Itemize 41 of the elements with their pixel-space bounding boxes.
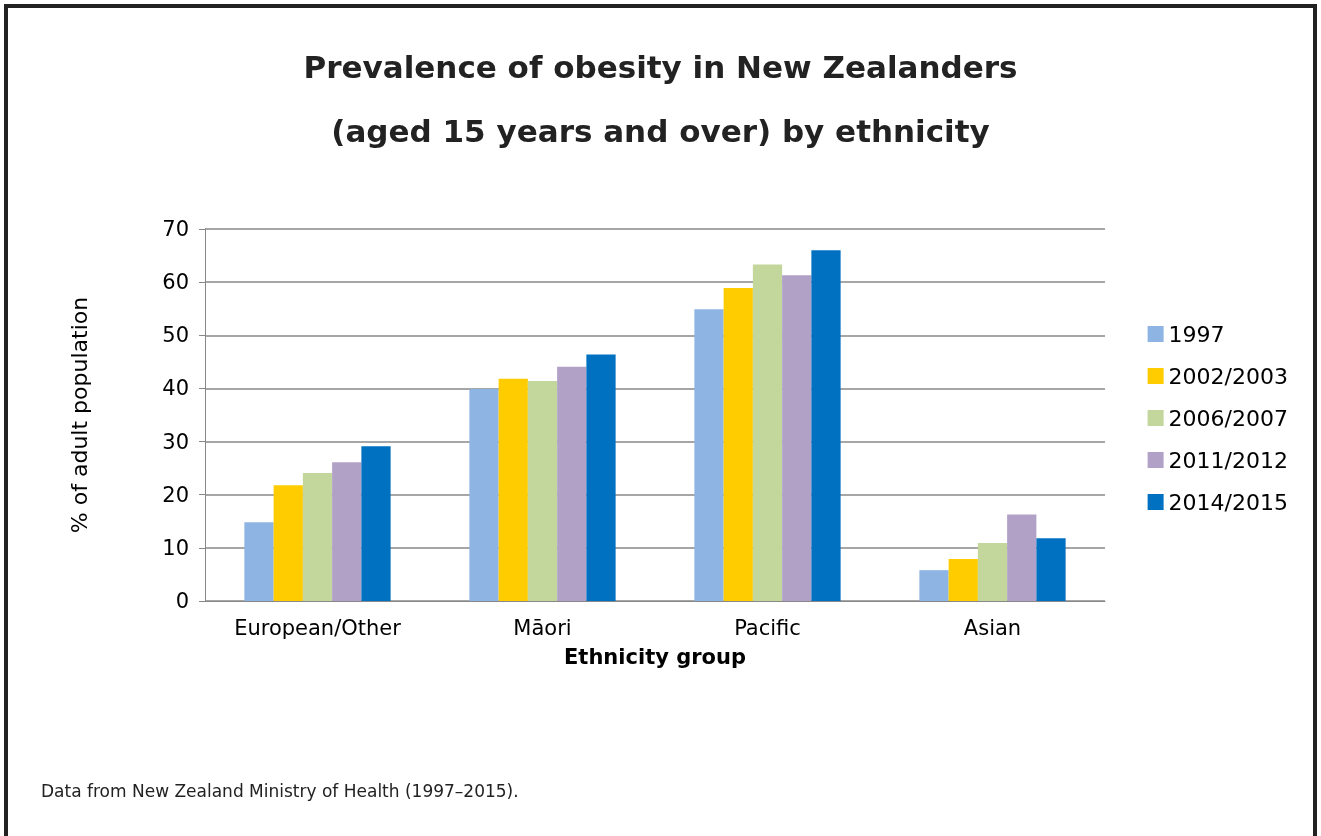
bar xyxy=(694,309,724,601)
y-tick-label: 70 xyxy=(162,217,189,241)
bar xyxy=(361,446,391,601)
y-tick-label: 50 xyxy=(162,323,189,348)
bar xyxy=(752,264,783,601)
bar xyxy=(332,462,362,601)
bar xyxy=(557,366,587,601)
x-tick-label: European/Other xyxy=(234,615,402,640)
bar xyxy=(273,485,303,601)
text: Data from New Zealand Ministry of Health (1997–2015). xyxy=(41,780,519,801)
y-tick-label: 10 xyxy=(162,535,189,560)
bar xyxy=(469,388,499,601)
x-tick-label: Māori xyxy=(513,615,572,640)
bar xyxy=(948,559,978,601)
bar xyxy=(498,378,528,601)
legend-label: 2011/2012 xyxy=(1168,447,1288,473)
y-axis-title: % of adult population xyxy=(66,296,92,534)
bar xyxy=(244,522,274,601)
y-tick-label: 60 xyxy=(162,270,189,295)
bar xyxy=(919,570,949,601)
bar xyxy=(723,287,753,601)
y-tick-label: 40 xyxy=(162,376,189,401)
y-tick-label: 20 xyxy=(162,482,189,507)
bar xyxy=(527,380,558,601)
y-tick-label: 30 xyxy=(162,429,189,454)
bar xyxy=(811,250,841,601)
bar xyxy=(586,354,616,601)
bar xyxy=(977,543,1008,601)
bar xyxy=(1036,538,1066,601)
chart-title: Prevalence of obesity in New Zealanders (aged 15 years and over) by ethnicity xyxy=(303,49,1018,149)
x-tick-label: Asian xyxy=(963,615,1022,640)
bar xyxy=(1007,514,1037,601)
legend-label: 2002/2003 xyxy=(1168,363,1288,389)
x-tick-label: Pacific xyxy=(734,615,801,640)
bar xyxy=(782,275,812,601)
x-axis-title: Ethnicity group xyxy=(564,644,746,669)
bar xyxy=(302,472,333,601)
legend-label: 2014/2015 xyxy=(1168,489,1288,515)
legend-label: 1997 xyxy=(1168,321,1225,347)
y-tick-label: 0 xyxy=(175,589,189,613)
legend-label: 2006/2007 xyxy=(1168,405,1288,431)
